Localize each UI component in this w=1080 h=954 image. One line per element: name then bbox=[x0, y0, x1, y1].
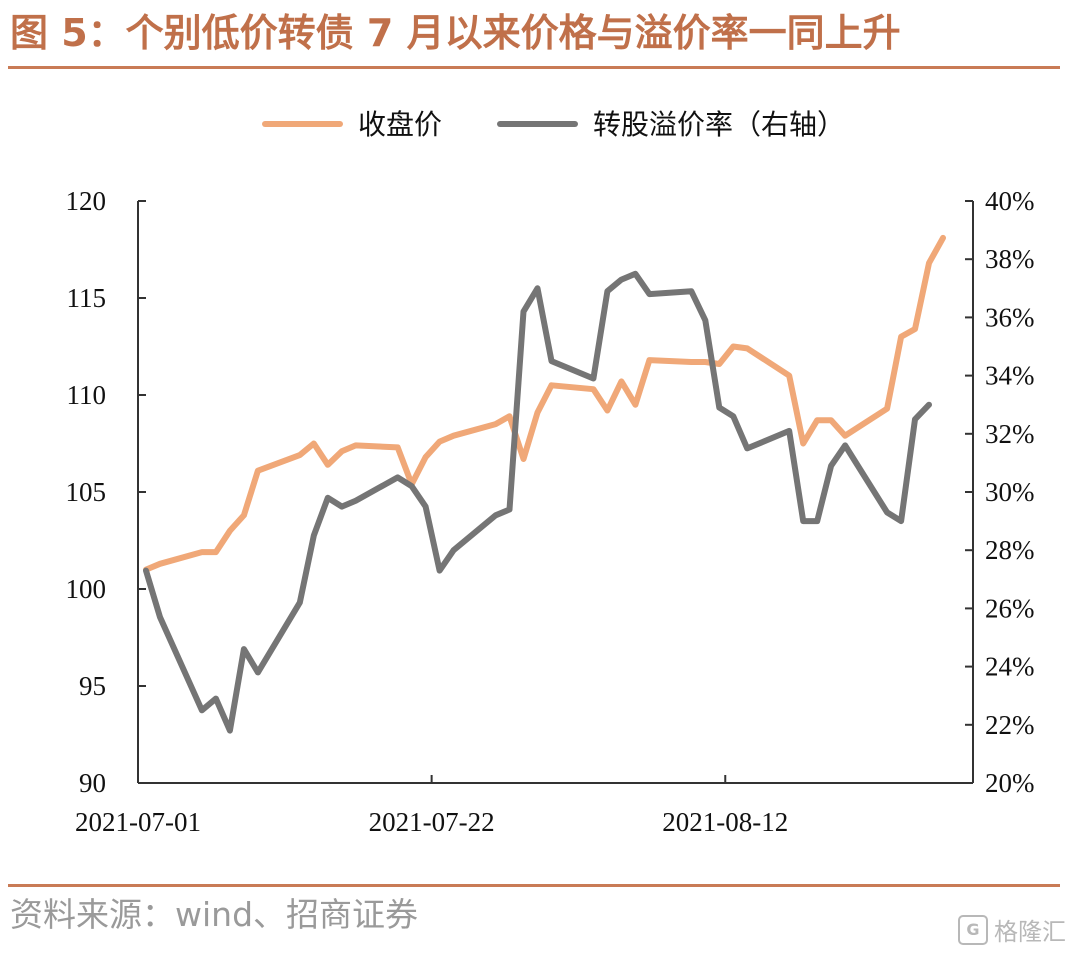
left-axis-tick-label: 115 bbox=[67, 283, 107, 313]
right-axis-tick-label: 34% bbox=[985, 361, 1035, 391]
series-line-2 bbox=[143, 270, 932, 734]
x-axis-tick-label: 2021-08-12 bbox=[662, 807, 788, 837]
legend-label-1: 收盘价 bbox=[358, 108, 442, 141]
x-axis-tick-label: 2021-07-01 bbox=[75, 807, 201, 837]
series-line-1 bbox=[143, 234, 946, 573]
right-axis-tick-label: 20% bbox=[985, 768, 1035, 798]
left-axis-tick-label: 110 bbox=[67, 380, 107, 410]
source-note: 资料来源：wind、招商证券 bbox=[10, 895, 419, 934]
figure-title: 图 5：个别低价转债 7 月以来价格与溢价率一同上升 bbox=[10, 11, 901, 55]
source-rule bbox=[8, 884, 1060, 887]
series-lines bbox=[143, 234, 946, 734]
legend: 收盘价 转股溢价率（右轴） bbox=[262, 108, 845, 141]
right-axis-tick-label: 40% bbox=[985, 186, 1035, 216]
watermark-logo-icon: G bbox=[958, 914, 988, 945]
left-axis-tick-label: 100 bbox=[66, 574, 107, 604]
right-axis-tick-label: 30% bbox=[985, 477, 1035, 507]
right-axis-tick-label: 22% bbox=[985, 710, 1035, 740]
left-axis-tick-label: 90 bbox=[79, 768, 106, 798]
legend-label-2: 转股溢价率（右轴） bbox=[593, 108, 845, 141]
axes: 90 95 100 105 110 115 120 20% 22% 24% 26% 28% 30% 32%… bbox=[66, 186, 1035, 837]
title-underline bbox=[8, 66, 1060, 69]
left-axis-tick-label: 95 bbox=[79, 671, 106, 701]
left-axis-tick-label: 120 bbox=[66, 186, 107, 216]
right-axis-tick-label: 28% bbox=[985, 535, 1035, 565]
right-axis-tick-label: 36% bbox=[985, 302, 1035, 332]
x-axis-tick-label: 2021-07-22 bbox=[369, 807, 495, 837]
watermark: G 格隆汇 bbox=[958, 912, 1066, 947]
right-axis-tick-label: 24% bbox=[985, 652, 1035, 682]
right-axis-tick-label: 26% bbox=[985, 593, 1035, 623]
watermark-text: 格隆汇 bbox=[994, 918, 1066, 946]
right-axis-tick-label: 32% bbox=[985, 419, 1035, 449]
left-axis-tick-label: 105 bbox=[66, 477, 107, 507]
right-axis-tick-label: 38% bbox=[985, 244, 1035, 274]
